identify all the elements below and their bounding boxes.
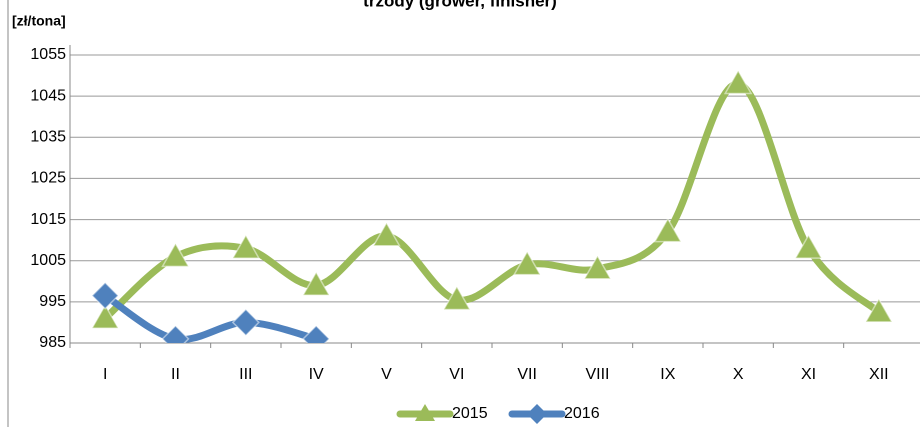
- y-tick-label: 1025: [30, 170, 66, 187]
- legend-label: 2016: [564, 405, 600, 422]
- marker: [301, 270, 331, 296]
- marker: [372, 221, 401, 247]
- y-tick-label: 1015: [30, 211, 66, 228]
- marker: [583, 254, 612, 280]
- x-tick-label: V: [381, 366, 392, 383]
- x-tick-label: VI: [449, 366, 464, 383]
- y-tick-label: 1045: [30, 87, 66, 104]
- x-tick-label: IX: [660, 366, 675, 383]
- marker: [161, 242, 190, 268]
- marker: [723, 69, 753, 95]
- x-tick-label: III: [239, 366, 252, 383]
- marker: [231, 233, 261, 259]
- legend-label: 2015: [452, 405, 488, 422]
- chart-title: trzody (grower, finisher): [363, 0, 557, 10]
- x-tick-label: VIII: [585, 366, 609, 383]
- marker: [653, 217, 683, 243]
- y-tick-label: 1005: [30, 252, 66, 269]
- series-line: [101, 292, 320, 343]
- marker: [231, 308, 260, 337]
- legend-marker: [415, 404, 435, 421]
- marker: [91, 281, 120, 310]
- x-tick-label: I: [103, 366, 107, 383]
- x-tick-label: IV: [309, 366, 324, 383]
- marker: [302, 324, 331, 343]
- marker: [90, 303, 120, 329]
- marker: [512, 250, 542, 276]
- y-tick-label: 1055: [30, 46, 66, 63]
- x-tick-label: XII: [869, 366, 889, 383]
- x-tick-label: VII: [517, 366, 537, 383]
- marker: [864, 297, 894, 323]
- legend-marker: [527, 404, 547, 424]
- y-tick-label: 985: [39, 334, 66, 351]
- marker: [161, 324, 190, 343]
- x-tick-label: XI: [801, 366, 816, 383]
- x-tick-label: II: [171, 366, 180, 383]
- series-line: [101, 80, 883, 322]
- y-tick-label: 1035: [30, 129, 66, 146]
- marker: [794, 233, 823, 259]
- plot-area: [90, 69, 894, 343]
- x-tick-label: X: [733, 366, 744, 383]
- marker: [442, 285, 472, 311]
- y-axis-label: [zł/tona]: [12, 13, 66, 29]
- y-tick-label: 995: [39, 293, 66, 310]
